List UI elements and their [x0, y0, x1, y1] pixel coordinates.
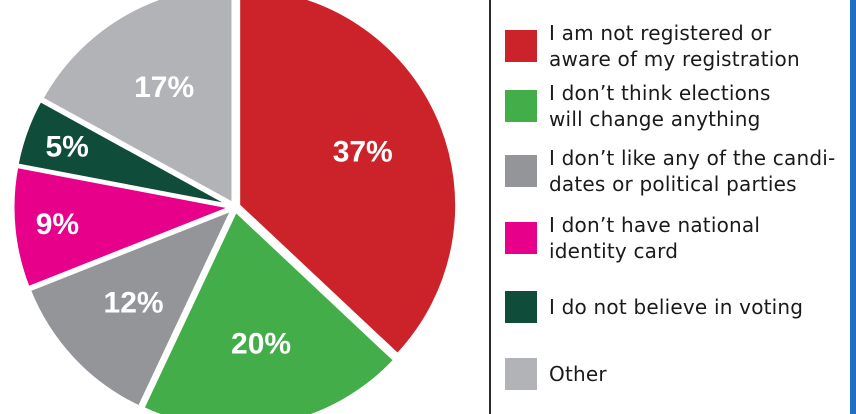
right-edge-strip [850, 0, 856, 414]
pie-slice-not-believe [15, 98, 232, 208]
legend-swatch [505, 30, 537, 62]
pie-slice-other [39, 0, 235, 207]
legend-swatch [505, 222, 537, 254]
legend-label: I am not registered or aware of my regis… [549, 21, 800, 71]
pie-slice-no-change [140, 208, 397, 414]
legend-item-not-believe: I do not believe in voting [505, 291, 803, 323]
legend-item-other: Other [505, 358, 607, 390]
slice-label-dislike-candidates: 12% [104, 286, 164, 319]
legend-swatch [505, 358, 537, 390]
legend-swatch [505, 90, 537, 122]
legend-swatch [505, 155, 537, 187]
pie-slice-not-registered [237, 0, 459, 357]
slice-label-no-change: 20% [231, 328, 291, 361]
legend-label: I don’t like any of the candi- dates or … [549, 146, 836, 196]
pie-slice-dislike-candidates [27, 206, 236, 409]
legend-swatch [505, 291, 537, 323]
legend-item-dislike-candidates: I don’t like any of the candi- dates or … [505, 145, 835, 197]
legend-label: Other [549, 362, 607, 386]
slice-label-not-believe: 5% [45, 131, 88, 164]
slice-label-no-id-card: 9% [36, 208, 79, 241]
legend-label: I don’t have national identity card [549, 213, 761, 263]
slice-label-not-registered: 37% [333, 136, 393, 169]
pie-chart: 37% 20% 12% 9% 5% 17% [11, 0, 459, 414]
legend-label: I do not believe in voting [549, 295, 804, 319]
legend: I am not registered or aware of my regis… [489, 0, 856, 414]
slice-label-other: 17% [134, 71, 194, 104]
pie-slice-no-id-card [11, 164, 237, 290]
legend-item-no-change: I don’t think elections will change anyt… [505, 80, 771, 132]
legend-item-no-id-card: I don’t have national identity card [505, 212, 760, 264]
legend-label: I don’t think elections will change anyt… [549, 81, 771, 131]
legend-item-not-registered: I am not registered or aware of my regis… [505, 20, 800, 72]
